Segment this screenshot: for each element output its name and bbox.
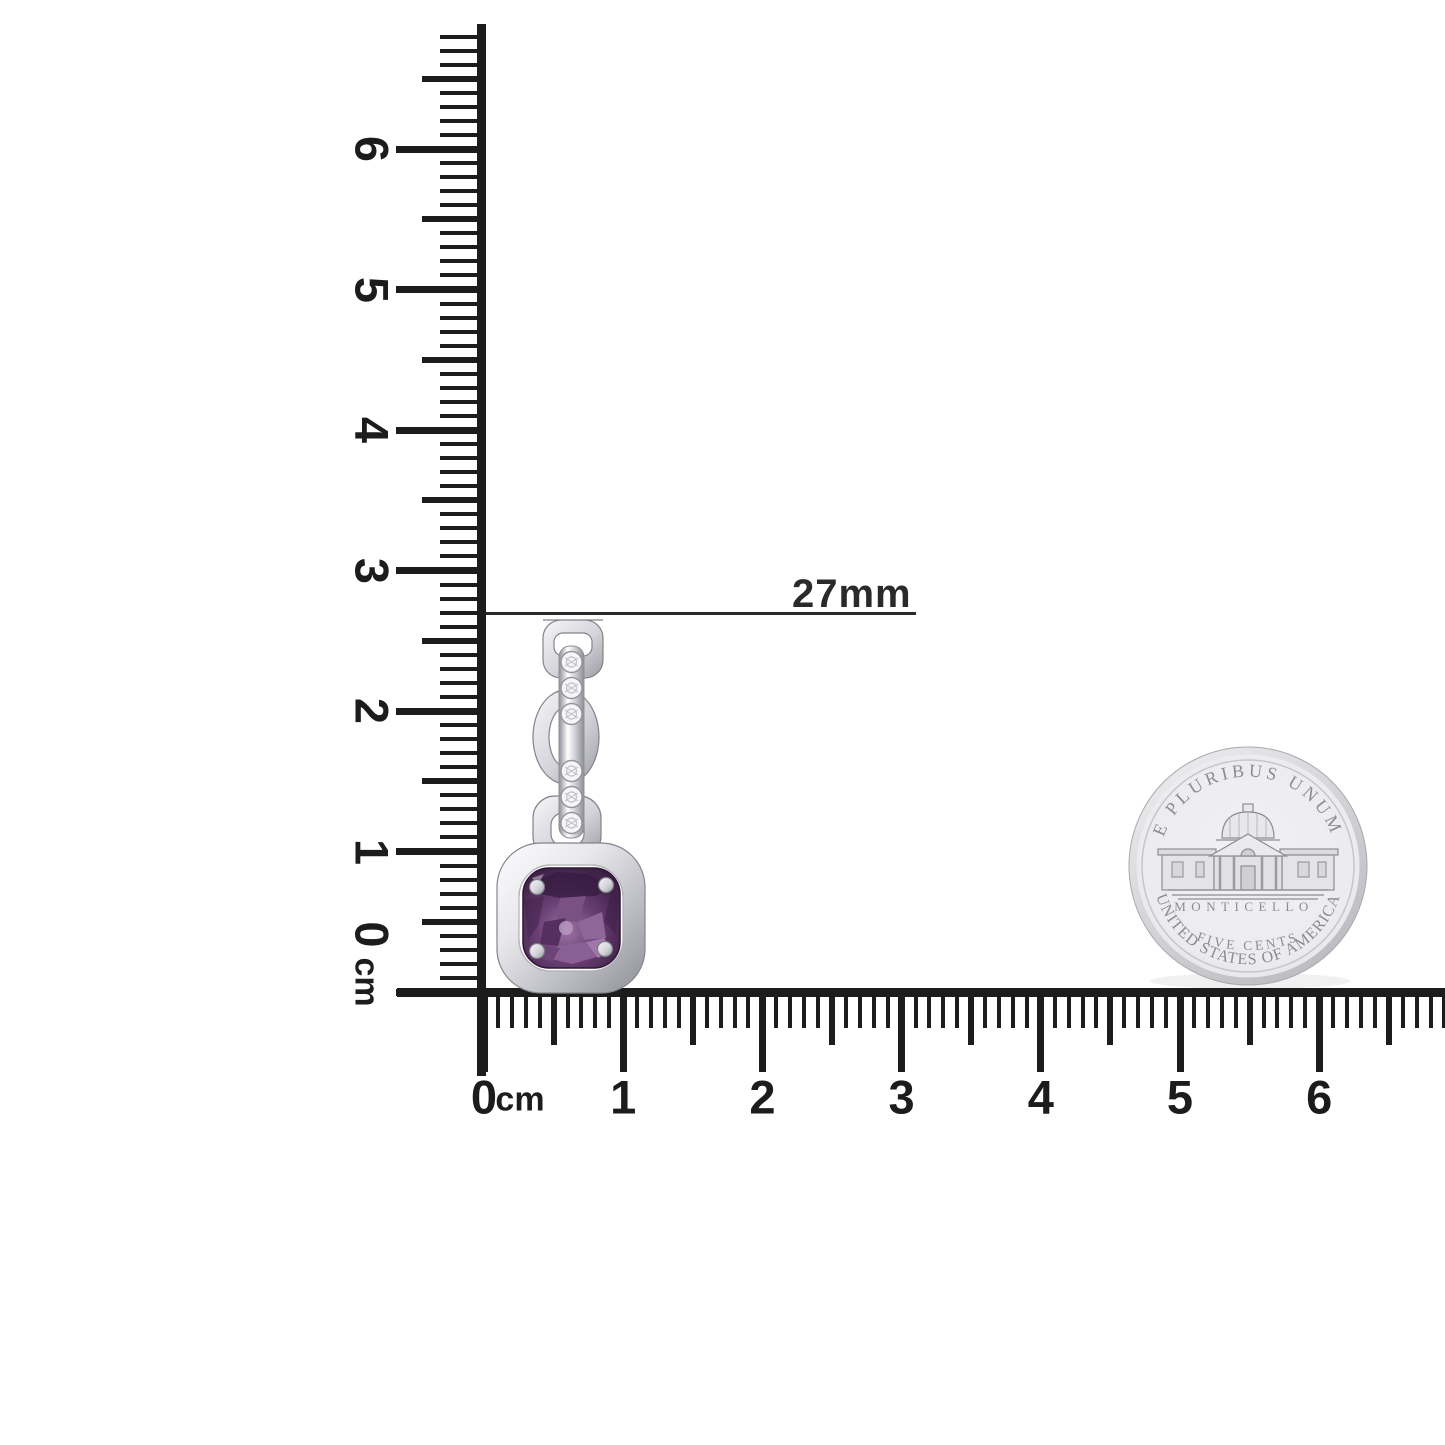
measurement-label: 27mm bbox=[792, 572, 912, 616]
chain-diamonds bbox=[560, 650, 583, 835]
gem-prongs bbox=[528, 876, 615, 960]
monticello-building bbox=[1157, 803, 1339, 900]
diamond-bar bbox=[558, 645, 585, 839]
measurement-line bbox=[486, 612, 916, 615]
coin-photo: E PLURIBUS UNUM MONTICELLO FIVE CENTS UN… bbox=[1128, 746, 1368, 989]
earring-photo bbox=[496, 619, 646, 994]
amethyst-gem bbox=[522, 867, 621, 969]
coin-building-label: MONTICELLO bbox=[1174, 899, 1314, 914]
